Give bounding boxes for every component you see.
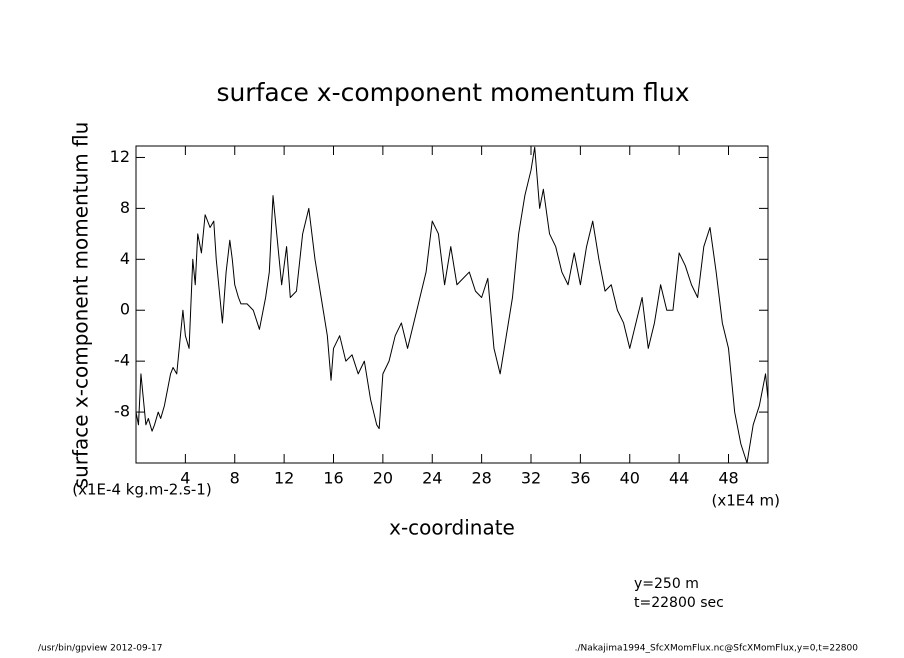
- y-axis-label: surface x-component momentum flu: [69, 122, 93, 489]
- x-tick-label: 8: [230, 469, 240, 488]
- footer: ./Nakajima1994_SfcXMomFlux.nc@SfcXMomFlu…: [575, 644, 859, 654]
- x-axis-label: x-coordinate: [389, 516, 515, 540]
- y-tick-label: 0: [120, 300, 130, 319]
- annotation: y=250 m: [634, 576, 699, 592]
- x-tick-label: 44: [669, 469, 689, 488]
- x-tick-label: 20: [373, 469, 393, 488]
- chart-title: surface x-component momentum flux: [216, 78, 689, 107]
- y-tick-label: -8: [114, 402, 130, 421]
- annotation: t=22800 sec: [634, 595, 724, 611]
- x-tick-label: 48: [718, 469, 738, 488]
- x-tick-label: 32: [521, 469, 541, 488]
- y-tick-label: 4: [120, 249, 130, 268]
- footer: /usr/bin/gpview 2012-09-17: [38, 644, 162, 654]
- data-line: [135, 146, 769, 464]
- y-tick-label: 12: [110, 147, 130, 166]
- plot-frame: [135, 145, 769, 464]
- y-tick-label: -4: [114, 351, 130, 370]
- x-tick-label: 40: [620, 469, 640, 488]
- x-tick-label: 12: [274, 469, 294, 488]
- x-tick-label: 24: [422, 469, 442, 488]
- x-tick-label: 4: [180, 469, 190, 488]
- x-units: (x1E4 m): [711, 492, 780, 510]
- x-tick-label: 28: [471, 469, 491, 488]
- x-tick-label: 36: [570, 469, 590, 488]
- y-tick-label: 8: [120, 198, 130, 217]
- y-units: (x1E-4 kg.m-2.s-1): [72, 481, 211, 499]
- x-tick-label: 16: [323, 469, 343, 488]
